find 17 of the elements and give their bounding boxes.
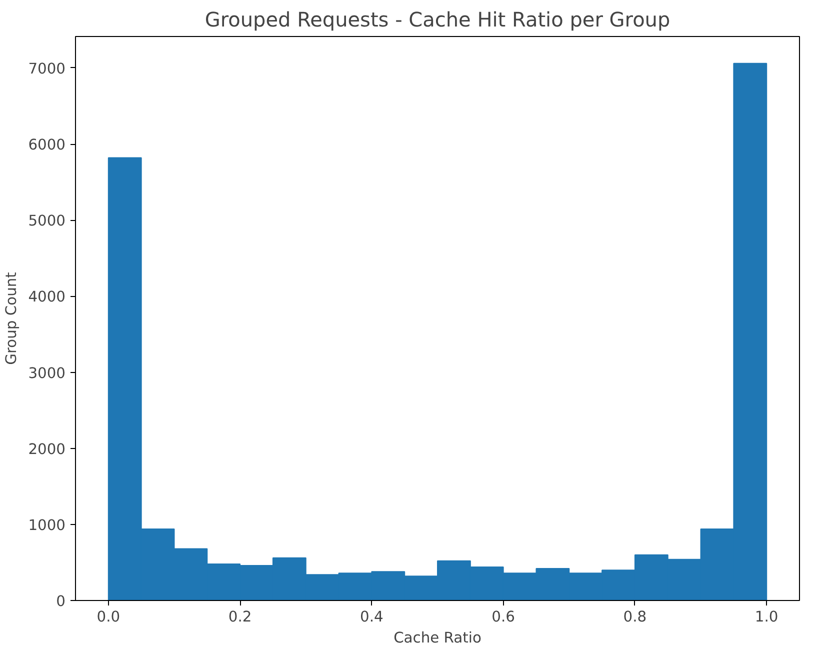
x-tick-label: 1.0 <box>754 608 778 626</box>
y-tick-label: 1000 <box>28 516 66 534</box>
chart-title: Grouped Requests - Cache Hit Ratio per Group <box>204 8 670 32</box>
y-tick-label: 7000 <box>28 60 66 78</box>
x-tick-label: 0.6 <box>492 608 515 626</box>
y-tick-label: 5000 <box>28 212 66 230</box>
y-tick-label: 0 <box>56 593 66 610</box>
y-tick-label: 6000 <box>28 136 66 154</box>
x-tick-label: 0.0 <box>96 608 120 626</box>
y-tick-label: 2000 <box>28 440 66 458</box>
x-tick-label: 0.4 <box>360 608 384 626</box>
x-tick-label: 0.8 <box>623 608 647 626</box>
y-tick-label: 3000 <box>28 364 66 382</box>
x-tick-label: 0.2 <box>228 608 252 626</box>
x-axis-title: Cache Ratio <box>394 630 482 646</box>
y-tick-label: 4000 <box>28 288 66 306</box>
y-axis-title: Group Count <box>3 272 20 365</box>
